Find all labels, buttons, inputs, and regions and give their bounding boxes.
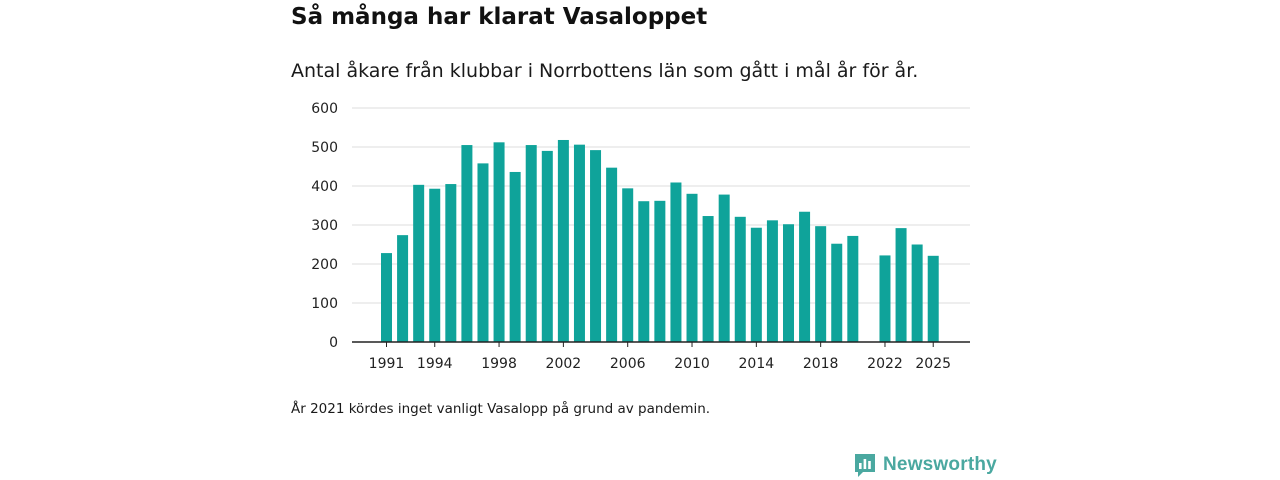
- bar: [573, 144, 585, 342]
- bar: [734, 216, 746, 342]
- bar: [397, 235, 409, 342]
- x-tick-label: 2006: [610, 356, 646, 372]
- bar: [702, 216, 714, 342]
- y-tick-label: 400: [311, 179, 338, 195]
- bar: [493, 142, 505, 342]
- y-tick-label: 200: [311, 257, 338, 273]
- bar: [670, 182, 682, 342]
- bar: [895, 228, 907, 342]
- chart-subtitle: Antal åkare från klubbar i Norrbottens l…: [291, 60, 919, 82]
- bar: [766, 220, 778, 342]
- bar: [590, 150, 602, 342]
- bar: [815, 226, 827, 342]
- y-tick-label: 600: [311, 101, 338, 117]
- bar: [847, 235, 859, 342]
- bar: [606, 167, 618, 342]
- x-tick-label: 2002: [546, 356, 582, 372]
- brand-name: Newsworthy: [883, 454, 997, 475]
- newsworthy-logo-icon: [855, 454, 875, 477]
- bar: [750, 227, 762, 342]
- bar: [927, 255, 939, 342]
- bar: [638, 201, 650, 342]
- x-tick-label: 2018: [803, 356, 839, 372]
- bar: [461, 145, 473, 342]
- x-tick-label: 1998: [481, 356, 517, 372]
- bar: [557, 139, 569, 342]
- y-tick-label: 300: [311, 218, 338, 234]
- bar: [381, 253, 392, 342]
- bar-chart: 0 100 200 300 400 500 600 1991 1994 1998 2002 2006 2…: [311, 101, 970, 372]
- bar: [509, 171, 521, 342]
- bar: [622, 188, 634, 342]
- x-tick-label: 2010: [674, 356, 710, 372]
- x-tick-label: 2025: [915, 356, 951, 372]
- bar: [718, 194, 730, 342]
- bar: [911, 244, 923, 342]
- x-tick-label: 2014: [739, 356, 775, 372]
- y-tick-label: 100: [311, 296, 338, 312]
- bar: [413, 184, 425, 342]
- chart-title: Så många har klarat Vasaloppet: [291, 4, 708, 30]
- x-tick-label: 1991: [369, 356, 405, 372]
- bar: [799, 211, 811, 342]
- bar: [831, 243, 843, 342]
- newsworthy-brand: Newsworthy: [853, 452, 997, 478]
- bar: [477, 163, 489, 342]
- x-tick-label: 1994: [417, 356, 453, 372]
- bar: [445, 184, 457, 342]
- bar: [879, 255, 891, 342]
- bar: [654, 200, 666, 342]
- x-tick-label: 2022: [867, 356, 903, 372]
- y-tick-label: 0: [329, 335, 338, 351]
- bar: [525, 145, 537, 342]
- bar: [783, 224, 794, 342]
- bar: [686, 193, 698, 342]
- bar: [429, 188, 441, 342]
- chart-footnote: År 2021 kördes inget vanligt Vasalopp på…: [291, 401, 711, 417]
- bar: [541, 150, 553, 342]
- y-tick-label: 500: [311, 140, 338, 156]
